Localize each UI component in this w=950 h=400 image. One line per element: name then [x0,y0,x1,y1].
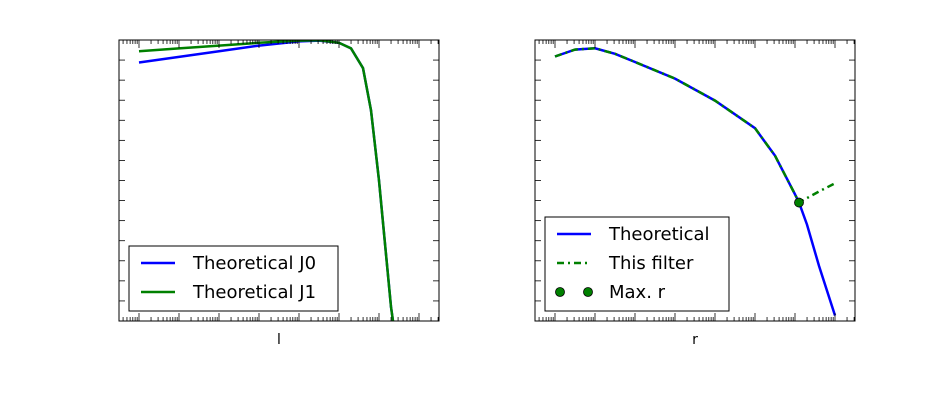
left-plot: l Theoretical J0 Theoretical J1 [118,39,440,348]
legend-label: Theoretical J1 [192,282,316,303]
axis-ticks [119,39,439,322]
legend: Theoretical This filter Max. r [544,216,730,312]
series-line-theoretical-j1 [138,40,395,321]
series-line-theoretical [554,47,837,316]
legend-label: This filter [608,253,694,274]
right-plot: r Theoretical This filter Max. r [534,39,856,348]
legend-entry: Theoretical J1 [141,282,316,303]
series-line-this-filter [554,47,836,205]
legend-label: Theoretical [608,224,710,245]
legend: Theoretical J0 Theoretical J1 [128,245,339,312]
legend-entry: Max. r [555,282,666,303]
legend-entry: This filter [557,253,694,274]
marker-point [794,197,804,208]
legend-label: Max. r [609,282,666,303]
legend-entry: Theoretical [557,224,710,245]
legend-label: Theoretical J0 [192,253,316,274]
x-axis-label: l [277,332,281,348]
legend-entry: Theoretical J0 [141,253,316,274]
x-axis-label: r [692,332,698,348]
axis-ticks [535,39,855,322]
